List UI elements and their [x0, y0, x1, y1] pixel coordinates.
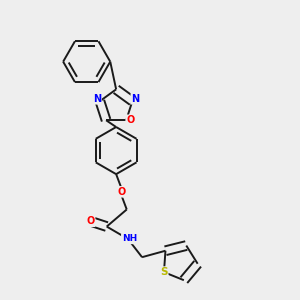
Text: O: O — [86, 216, 94, 226]
Text: O: O — [117, 187, 126, 197]
Text: S: S — [160, 267, 168, 277]
Text: O: O — [126, 115, 134, 125]
Text: NH: NH — [122, 234, 137, 243]
Text: N: N — [131, 94, 140, 104]
Text: N: N — [93, 94, 101, 104]
